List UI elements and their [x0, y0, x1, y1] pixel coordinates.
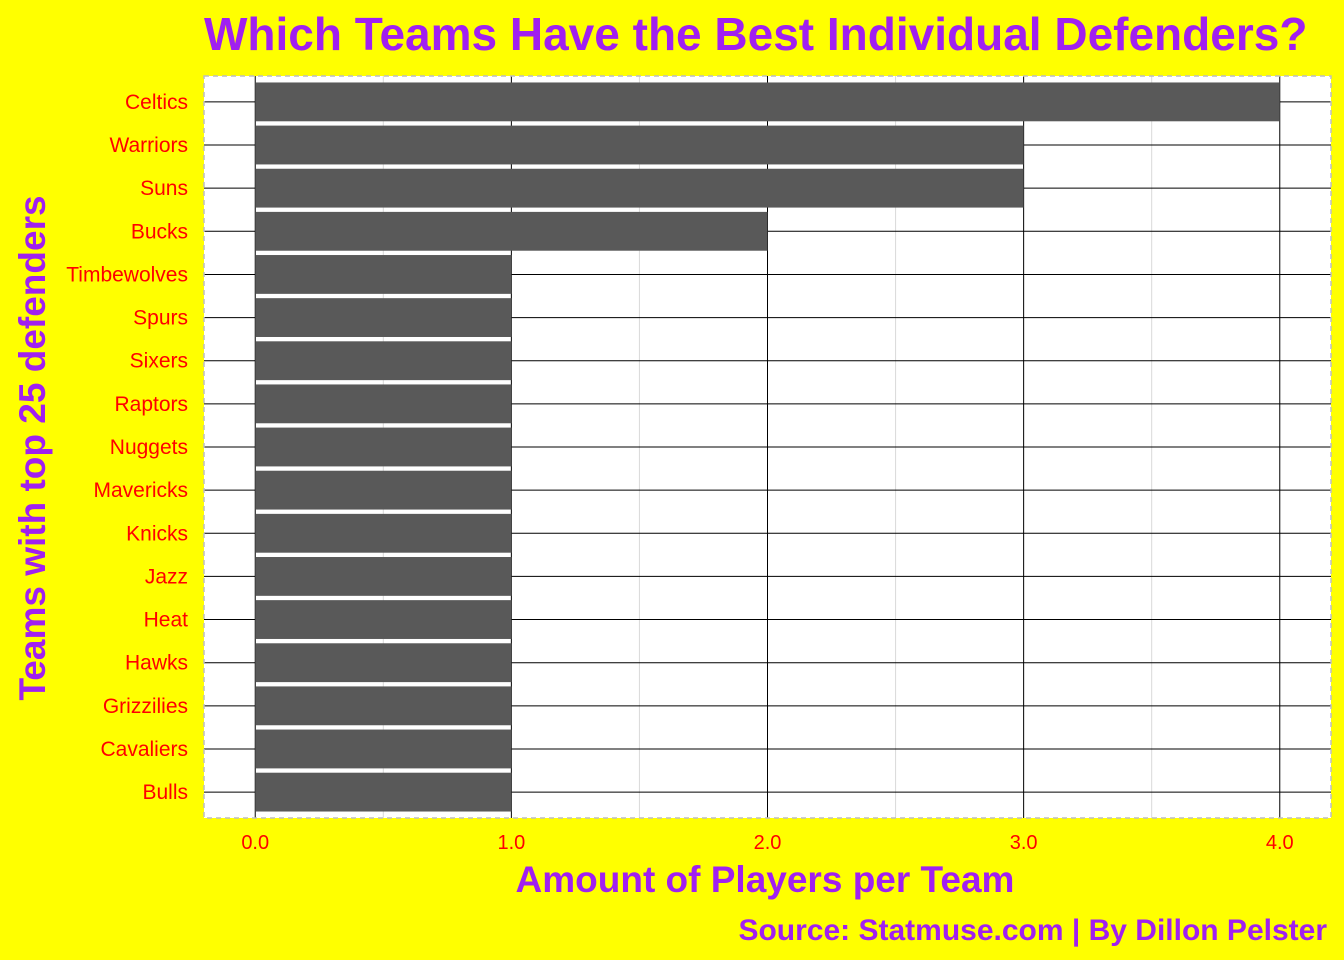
- x-tick-label: 2.0: [754, 832, 782, 854]
- y-tick-labels: Celtics Warriors Suns Bucks Timbewolves Spurs…: [66, 91, 188, 804]
- y-tick-label: Bucks: [131, 220, 188, 243]
- bars: [255, 82, 1280, 812]
- bar-bulls: [255, 772, 512, 812]
- y-tick-label: Bulls: [142, 781, 188, 804]
- bar-mavericks: [255, 470, 512, 510]
- bar-celtics: [255, 82, 1280, 122]
- bar-warriors: [255, 125, 1024, 165]
- y-tick-label: Cavaliers: [100, 738, 188, 761]
- y-tick-label: Mavericks: [93, 479, 188, 502]
- chart-title: Which Teams Have the Best Individual Def…: [204, 8, 1307, 60]
- plot-panel-border: [203, 75, 1332, 819]
- y-tick-label: Grizzilies: [103, 695, 188, 718]
- y-tick-label: Knicks: [126, 522, 188, 545]
- y-tick-label: Jazz: [145, 565, 188, 588]
- source-caption: Source: Statmuse.com | By Dillon Pelster: [738, 914, 1327, 947]
- x-tick-label: 1.0: [497, 832, 525, 854]
- bar-knicks: [255, 513, 512, 553]
- x-tick-label: 4.0: [1266, 832, 1294, 854]
- bar-jazz: [255, 557, 512, 596]
- y-tick-label: Suns: [140, 177, 188, 200]
- y-axis-label: Teams with top 25 defenders: [12, 195, 53, 700]
- bar-spurs: [255, 298, 512, 337]
- bar-cavaliers: [255, 729, 512, 769]
- y-tick-label: Warriors: [109, 134, 188, 157]
- y-tick-label: Raptors: [114, 393, 188, 416]
- bar-heat: [255, 600, 512, 639]
- y-tick-label: Timbewolves: [66, 263, 188, 286]
- y-tick-label: Heat: [144, 609, 189, 632]
- x-axis-label: Amount of Players per Team: [516, 859, 1015, 900]
- bar-grizzilies: [255, 686, 512, 726]
- y-tick-label: Spurs: [133, 307, 188, 330]
- bar-nuggets: [255, 427, 512, 467]
- y-tick-label: Celtics: [125, 91, 188, 114]
- bar-raptors: [255, 384, 512, 424]
- bar-sixers: [255, 341, 512, 381]
- bar-suns: [255, 168, 1024, 208]
- bar-bucks: [255, 211, 768, 251]
- x-tick-labels: 0.0 1.0 2.0 3.0 4.0: [241, 832, 1293, 854]
- bar-hawks: [255, 643, 512, 683]
- y-tick-label: Sixers: [130, 350, 188, 373]
- y-tick-label: Nuggets: [110, 436, 188, 459]
- y-tick-label: Hawks: [125, 652, 188, 675]
- x-tick-label: 0.0: [241, 832, 269, 854]
- x-tick-label: 3.0: [1010, 832, 1038, 854]
- bar-timbewolves: [255, 255, 512, 294]
